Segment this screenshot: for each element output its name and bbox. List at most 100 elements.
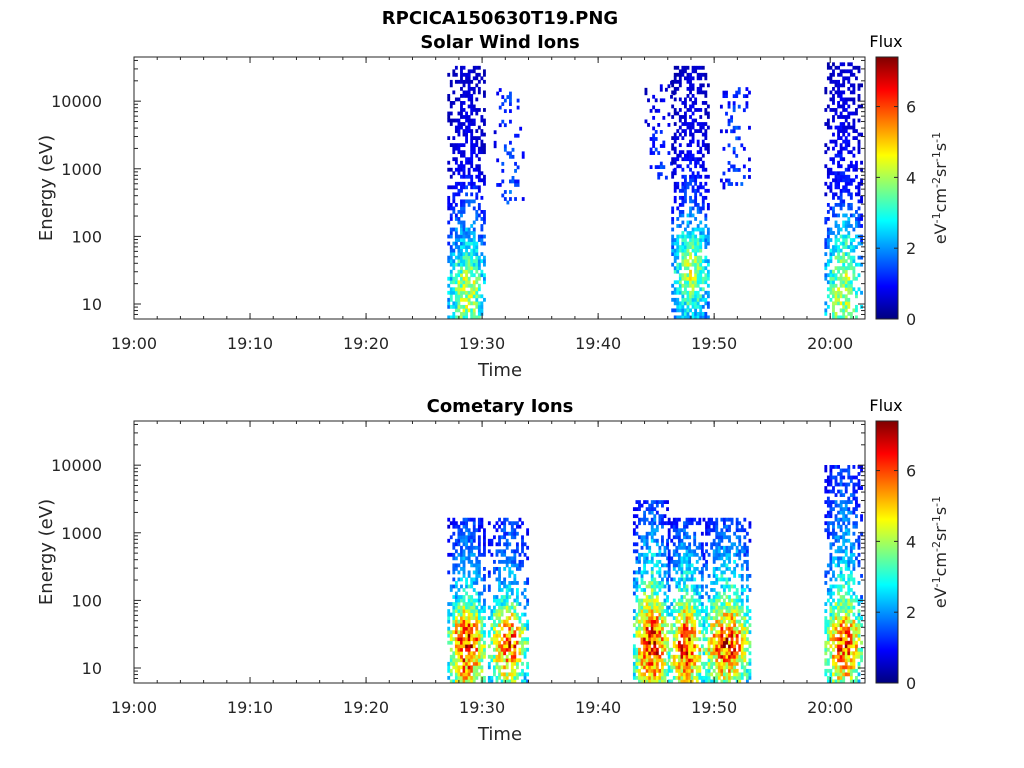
heatmap-cell [638, 602, 641, 606]
heatmap-cell [516, 165, 520, 170]
heatmap-cell [688, 679, 692, 684]
heatmap-cell [680, 644, 684, 649]
heatmap-cell [690, 633, 694, 638]
heatmap-cell [832, 489, 835, 494]
heatmap-cell [728, 605, 731, 610]
heatmap-cell [722, 640, 726, 645]
heatmap-cell [515, 563, 519, 568]
heatmap-cell [842, 626, 846, 631]
heatmap-cell [742, 146, 746, 151]
heatmap-cell [688, 545, 692, 550]
heatmap-cell [704, 245, 708, 249]
heatmap-cell [717, 623, 721, 628]
heatmap-cell [521, 521, 524, 526]
heatmap-cell [839, 241, 843, 246]
heatmap-cell [477, 637, 481, 642]
heatmap-cell [510, 633, 514, 638]
heatmap-cell [462, 658, 466, 663]
heatmap-cell [691, 153, 695, 158]
heatmap-cell [855, 290, 858, 295]
heatmap-cell [505, 672, 509, 677]
heatmap-cell [480, 294, 484, 299]
heatmap-cell [645, 633, 649, 638]
heatmap-cell [475, 108, 479, 112]
heatmap-cell [688, 612, 692, 617]
heatmap-cell [826, 245, 830, 249]
heatmap-cell [707, 679, 711, 684]
heatmap-cell [676, 65, 680, 70]
heatmap-cell [495, 630, 499, 635]
heatmap-cell [447, 115, 451, 119]
heatmap-cell [686, 234, 690, 239]
heatmap-cell [643, 538, 646, 543]
heatmap-cell [706, 174, 710, 179]
heatmap-cell [730, 626, 734, 631]
heatmap-cell [694, 280, 698, 285]
heatmap-cell [849, 577, 853, 582]
heatmap-cell [690, 584, 694, 589]
heatmap-cell [855, 224, 858, 228]
heatmap-cell [855, 111, 858, 116]
heatmap-cell [688, 619, 692, 624]
heatmap-cell [472, 199, 476, 204]
heatmap-cell [829, 609, 833, 613]
heatmap-cell [732, 125, 736, 130]
heatmap-cell [683, 668, 686, 673]
heatmap-cell [839, 157, 843, 162]
heatmap-cell [661, 637, 664, 642]
heatmap-cell [655, 552, 659, 557]
heatmap-cell [680, 563, 684, 568]
heatmap-cell [449, 174, 453, 179]
heatmap-cell [460, 538, 463, 543]
heatmap-cell [722, 535, 726, 540]
heatmap-cell [650, 574, 654, 578]
heatmap-cell [748, 616, 752, 621]
heatmap-cell [638, 609, 641, 613]
heatmap-cell [655, 602, 659, 606]
heatmap-cell [712, 552, 716, 557]
heatmap-cell [699, 125, 703, 130]
heatmap-cell [666, 581, 669, 585]
heatmap-cell [470, 675, 474, 680]
heatmap-cell [834, 577, 838, 582]
heatmap-cell [449, 294, 453, 299]
heatmap-cell [844, 559, 848, 564]
heatmap-cell [740, 658, 744, 663]
heatmap-cell [837, 637, 840, 642]
heatmap-cell [722, 679, 726, 684]
heatmap-cell [652, 151, 656, 155]
heatmap-cell [460, 609, 463, 613]
heatmap-cell [844, 238, 848, 242]
heatmap-cell [706, 83, 710, 88]
heatmap-cell [847, 465, 851, 469]
heatmap-cell [648, 581, 652, 585]
heatmap-cell [849, 633, 853, 638]
heatmap-cells [447, 62, 863, 320]
heatmap-cell [640, 552, 644, 557]
heatmap-cell [470, 559, 474, 564]
heatmap-cell [837, 588, 840, 592]
heatmap-cell [472, 108, 476, 112]
heatmap-cell [730, 668, 734, 673]
heatmap-cell [829, 616, 833, 621]
heatmap-cell [743, 633, 747, 638]
heatmap-cell [725, 612, 729, 617]
heatmap-cell [837, 510, 840, 515]
heatmap-cell [648, 644, 652, 649]
heatmap-cell [837, 104, 840, 109]
heatmap-cell [740, 588, 744, 592]
heatmap-cell [452, 521, 456, 526]
heatmap-cell [728, 602, 731, 606]
heatmap-cell [462, 262, 466, 267]
heatmap-cell [638, 559, 641, 564]
heatmap-cell [493, 598, 496, 603]
heatmap-cell [467, 122, 471, 126]
heatmap-cell [715, 623, 719, 628]
heatmap-cell [693, 535, 697, 540]
heatmap-cell [472, 308, 476, 313]
heatmap-cell [689, 294, 692, 299]
heatmap-cell [666, 605, 669, 610]
heatmap-cell [725, 626, 729, 631]
heatmap-cell [735, 125, 739, 130]
heatmap-cell [477, 276, 481, 281]
